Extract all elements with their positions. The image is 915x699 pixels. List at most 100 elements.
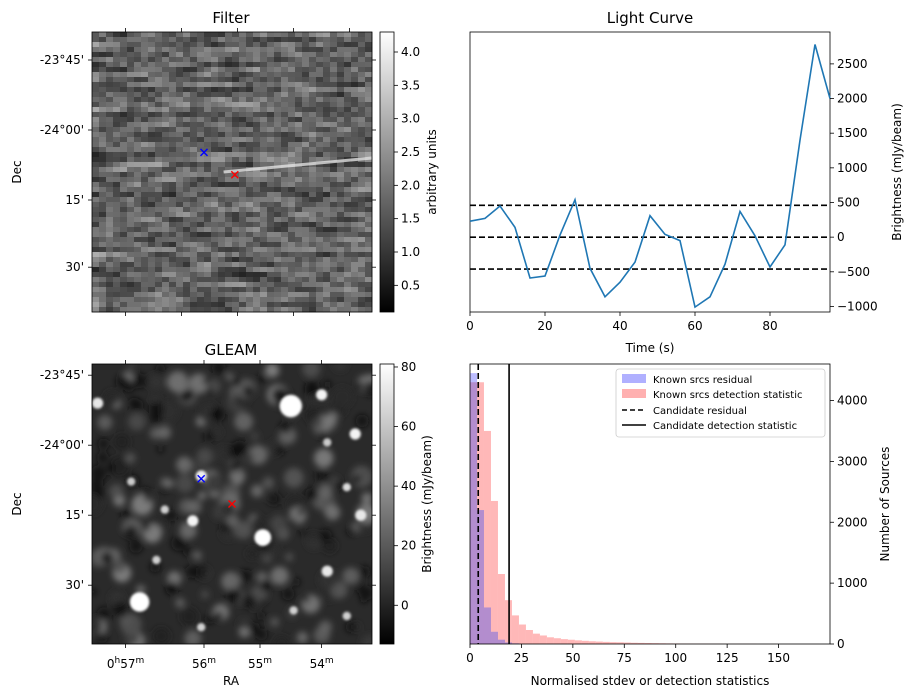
filter-pixel [141, 187, 149, 193]
filter-pixel [316, 42, 324, 48]
filter-pixel [92, 212, 100, 218]
filter-pixel [218, 47, 226, 53]
filter-pixel [246, 227, 254, 233]
filter-pixel [267, 102, 275, 108]
filter-pixel [148, 47, 156, 53]
filter-pixel [113, 187, 121, 193]
gleam-panel: GLEAM Dec -23°45'-24°00'15'30' 0h57m 56m 5… [10, 341, 434, 688]
filter-pixel [274, 157, 282, 163]
filter-pixel [274, 162, 282, 168]
filter-pixel [344, 162, 352, 168]
filter-pixel [211, 297, 219, 303]
filter-pixel [204, 282, 212, 288]
filter-pixel [183, 192, 191, 198]
filter-pixel [302, 72, 310, 78]
gleam-source [254, 529, 272, 546]
filter-pixel [295, 187, 303, 193]
filter-pixel [351, 32, 359, 38]
filter-pixel [337, 142, 345, 148]
filter-pixel [358, 177, 366, 183]
filter-pixel [358, 67, 366, 73]
filter-pixel [225, 257, 233, 263]
filter-pixel [183, 202, 191, 208]
filter-pixel [365, 97, 373, 103]
filter-pixel [260, 137, 268, 143]
filter-pixel [197, 217, 205, 223]
filter-pixel [232, 277, 240, 283]
filter-pixel [267, 282, 275, 288]
filter-pixel [295, 132, 303, 138]
histogram-xtick-label: 125 [716, 651, 739, 665]
filter-pixel [113, 117, 121, 123]
gleam-colorbar-tick-label: 60 [401, 420, 416, 434]
filter-pixel [162, 52, 170, 58]
filter-pixel [204, 37, 212, 43]
filter-pixel [169, 62, 177, 68]
gleam-source [349, 428, 361, 440]
filter-pixel [162, 222, 170, 228]
filter-pixel [309, 287, 317, 293]
filter-pixel [99, 32, 107, 38]
filter-pixel [169, 202, 177, 208]
filter-pixel [204, 67, 212, 73]
filter-pixel [99, 207, 107, 213]
filter-pixel [239, 72, 247, 78]
filter-pixel [155, 297, 163, 303]
filter-pixel [253, 87, 261, 93]
filter-pixel [92, 262, 100, 268]
filter-pixel [155, 197, 163, 203]
light-curve-ylabel: Brightness (mJy/beam) [890, 103, 904, 241]
filter-pixel [267, 127, 275, 133]
gleam-noise-hole [346, 527, 356, 536]
filter-pixel [155, 182, 163, 188]
filter-pixel [288, 112, 296, 118]
filter-pixel [253, 132, 261, 138]
filter-pixel [337, 267, 345, 273]
filter-pixel [337, 172, 345, 178]
gleam-noise-hole [140, 487, 150, 496]
light-curve-xtick-label: 20 [537, 319, 552, 333]
histogram-bar-known-detection [609, 642, 617, 644]
filter-pixel [190, 262, 198, 268]
filter-pixel [351, 167, 359, 173]
filter-pixel [141, 97, 149, 103]
filter-pixel [246, 247, 254, 253]
filter-pixel [260, 102, 268, 108]
filter-pixel [295, 57, 303, 63]
filter-pixel [204, 287, 212, 293]
filter-pixel [302, 87, 310, 93]
filter-pixel [218, 72, 226, 78]
filter-pixel [330, 57, 338, 63]
filter-pixel [295, 277, 303, 283]
filter-pixel [260, 107, 268, 113]
filter-pixel [288, 187, 296, 193]
histogram-bar-known-detection [637, 642, 645, 644]
gleam-colorbar-tick-label: 20 [401, 539, 416, 553]
filter-pixel [225, 167, 233, 173]
filter-pixel [239, 107, 247, 113]
filter-pixel [92, 132, 100, 138]
filter-pixel [183, 292, 191, 298]
filter-pixel [218, 37, 226, 43]
filter-pixel [218, 237, 226, 243]
filter-pixel [134, 72, 142, 78]
filter-pixel [204, 217, 212, 223]
filter-pixel [106, 202, 114, 208]
filter-pixel [183, 72, 191, 78]
filter-pixel [295, 117, 303, 123]
filter-pixel [155, 257, 163, 263]
gleam-marker [228, 500, 236, 508]
filter-pixel [176, 102, 184, 108]
filter-pixel [316, 32, 324, 38]
filter-pixel [113, 237, 121, 243]
filter-pixel [323, 37, 331, 43]
filter-pixel [211, 122, 219, 128]
filter-pixel [246, 177, 254, 183]
filter-pixel [302, 77, 310, 83]
filter-pixel [169, 92, 177, 98]
filter-pixel [127, 152, 135, 158]
filter-pixel [302, 192, 310, 198]
filter-pixel [106, 292, 114, 298]
filter-pixel [281, 237, 289, 243]
